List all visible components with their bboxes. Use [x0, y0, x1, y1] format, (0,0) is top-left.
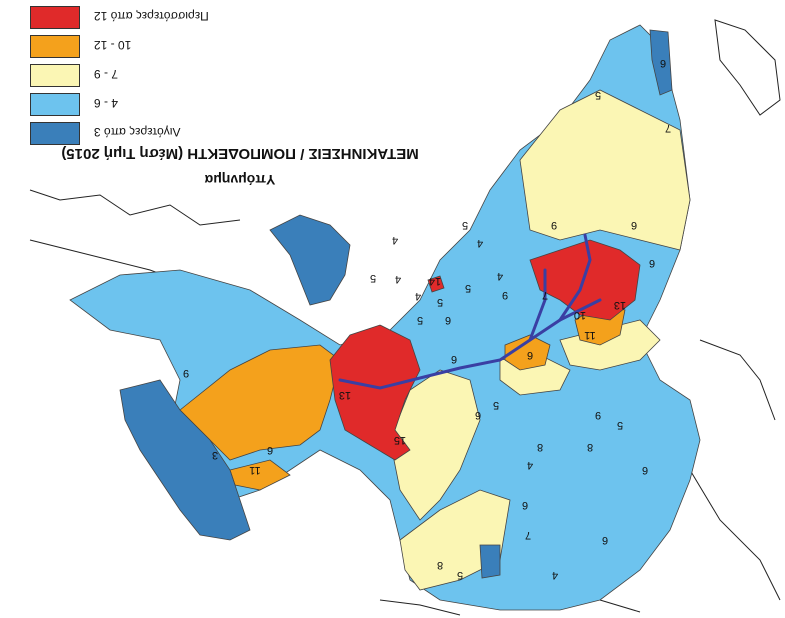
legend-swatch-red — [30, 6, 80, 29]
region-orange-west — [179, 344, 341, 461]
zone-value-label: 5 — [457, 569, 463, 581]
zone-value-label: 8 — [537, 441, 543, 453]
island-outline — [714, 19, 781, 116]
zone-value-label: 11 — [249, 464, 260, 476]
zone-value-label: 13 — [614, 299, 626, 311]
zone-value-label: 9 — [595, 409, 601, 421]
zone-value-label: 8 — [587, 441, 593, 453]
legend-swatch-orange — [30, 35, 80, 58]
zone-value-label: 14 — [429, 275, 441, 287]
map-title: ΜΕΤΑΚΙΝΗΣΕΙΣ / ΠΟΜΠΟΔΕΚΤΗ (Μέση Τιμή 201… — [61, 145, 419, 162]
zone-value-label: 4 — [392, 234, 398, 246]
zone-value-label: 6 — [267, 444, 273, 456]
zone-value-label: 4 — [497, 270, 503, 282]
legend-swatch-yellow — [30, 64, 80, 87]
zone-value-label: 15 — [394, 434, 406, 446]
region-darkblue-northwest — [269, 214, 351, 306]
zone-value-label: 8 — [437, 559, 443, 571]
zone-value-label: 6 — [649, 257, 655, 269]
legend-heading: Υπόμνημα — [204, 172, 276, 188]
zone-value-label: 6 — [642, 464, 648, 476]
legend-label: 4 - 6 — [94, 96, 119, 110]
legend-label: 10 - 12 — [94, 38, 132, 52]
zone-value-label: 9 — [551, 219, 557, 231]
zone-value-label: 5 — [462, 219, 468, 231]
zone-value-label: 5 — [465, 282, 471, 294]
zone-value-label: 6 — [445, 314, 451, 326]
legend-label: Λιγότερες από 3 — [94, 125, 181, 139]
region-yellow-north — [519, 89, 691, 251]
zone-value-label: 7 — [525, 529, 531, 541]
region-yellow-center — [389, 369, 481, 521]
zone-value-label: 6 — [522, 499, 528, 511]
legend-swatch-darkblue — [30, 122, 80, 145]
zone-value-label: 4 — [415, 290, 421, 302]
region-darkblue-south — [479, 544, 501, 579]
legend-label: 7 - 9 — [94, 67, 119, 81]
region-red-center — [329, 324, 421, 461]
road-main — [338, 233, 592, 390]
zone-value-label: 6 — [602, 534, 608, 546]
region-orange-center — [504, 334, 551, 371]
region-darkblue-southwest — [119, 379, 251, 541]
zone-value-label: 5 — [370, 272, 376, 284]
coast-bottom — [379, 599, 641, 616]
zone-value-label: 4 — [527, 459, 533, 471]
zone-value-label: 11 — [584, 329, 595, 341]
region-red-northeast — [529, 239, 641, 321]
zone-value-label: 5 — [493, 399, 499, 411]
legend-label: Περισσότερες από 12 — [94, 9, 209, 23]
region-darkblue-north — [649, 29, 673, 96]
zone-value-label: 4 — [395, 273, 401, 285]
zone-value-label: 5 — [595, 89, 601, 101]
zone-value-label: 7 — [665, 122, 671, 134]
zone-value-label: 6 — [527, 349, 533, 361]
zone-value-label: 5 — [437, 296, 443, 308]
zone-value-label: 6 — [631, 219, 637, 231]
zone-value-label: 9 — [183, 367, 189, 379]
zone-value-label: 10 — [574, 309, 586, 321]
legend-swatch-lightblue — [30, 93, 80, 116]
zone-value-label: 5 — [417, 314, 423, 326]
zone-value-label: 7 — [542, 289, 548, 301]
zone-value-label: 5 — [617, 419, 623, 431]
zone-value-label: 4 — [552, 569, 558, 581]
zone-value-label: 6 — [451, 353, 457, 365]
coastline-right — [689, 339, 781, 601]
road-branch — [528, 268, 602, 342]
zone-value-label: 6 — [660, 57, 666, 69]
zone-value-label: 9 — [502, 289, 508, 301]
zone-value-label: 6 — [475, 409, 481, 421]
zone-value-label: 13 — [339, 389, 351, 401]
region-red-small — [427, 275, 445, 293]
zone-value-label: 4 — [477, 237, 483, 249]
zone-value-label: 3 — [212, 449, 218, 461]
